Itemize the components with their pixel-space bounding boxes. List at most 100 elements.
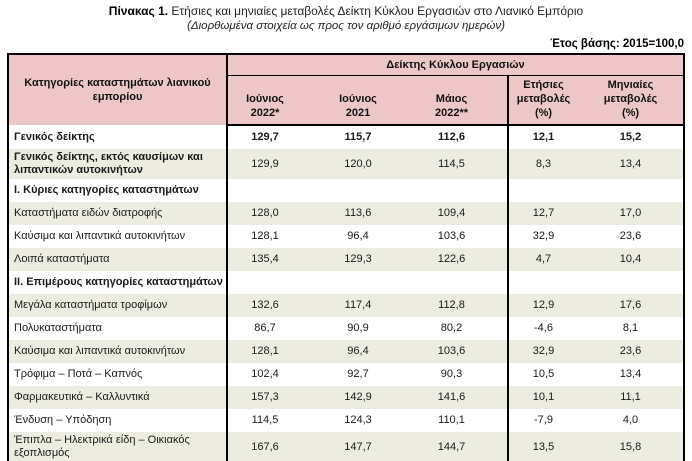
row-value: 10,4 — [619, 253, 642, 265]
column-header-june-2021: Ιούνιος 2021 — [320, 75, 414, 126]
row-value: 32,9 — [532, 230, 555, 242]
row-label: Καταστήματα ειδών διατροφής — [8, 202, 228, 225]
row-value: 80,2 — [414, 317, 509, 340]
row-value — [227, 179, 320, 202]
row-label: Πολυκαταστήματα — [8, 317, 228, 340]
row-label: Γενικός δείκτης — [8, 125, 228, 149]
row-value: 114,5 — [414, 149, 509, 179]
row-value: 114,5 — [251, 414, 279, 426]
table-row: Μεγάλα καταστήματα τροφίμων 132,6 117,4 112… — [8, 294, 684, 317]
row-value: 11,1 — [620, 391, 641, 403]
row-value: 90,9 — [347, 322, 369, 334]
row-label: Γενικός δείκτης, εκτός καυσίμων και λιπα… — [8, 149, 228, 179]
row-value: 86,7 — [254, 322, 276, 334]
row-value: 124,3 — [344, 414, 372, 426]
table-header: Κατηγορίες καταστημάτων λιανικού εμπορίο… — [8, 54, 684, 126]
base-year-note: Έτος βάσης: 2015=100,0 — [550, 38, 684, 50]
row-value: 10,5 — [532, 368, 555, 380]
row-value: 23,6 — [619, 230, 642, 242]
row-value: -4,6 — [534, 322, 553, 334]
row-label: Λοιπά καταστήματα — [8, 248, 228, 271]
row-value: 12,7 — [532, 207, 555, 219]
table-row: Λοιπά καταστήματα 135,4 129,3 122,6 4,7 10,4 — [8, 248, 684, 271]
row-value: 103,6 — [414, 340, 509, 363]
row-value: 110,1 — [414, 409, 509, 432]
row-value: 103,6 — [414, 225, 509, 248]
row-value: 129,3 — [344, 253, 372, 265]
row-value: 102,4 — [251, 368, 279, 380]
row-value — [414, 271, 509, 294]
row-label: Έπιπλα – Ηλεκτρικά είδη – Οικιακός εξοπλ… — [8, 432, 228, 461]
row-value: 128,0 — [251, 207, 279, 219]
row-label: Ένδυση – Υπόδηση — [8, 409, 228, 432]
row-value: 13,4 — [619, 368, 642, 380]
table-subtitle: (Διορθωμένα στοιχεία ως προς τον αριθμό … — [187, 20, 505, 32]
row-label: Καύσιμα και λιπαντικά αυτοκινήτων — [8, 225, 228, 248]
row-value: 112,6 — [414, 125, 509, 149]
section-row: ΙΙ. Επιμέρους κατηγορίες καταστημάτων — [8, 271, 684, 294]
row-value: 135,4 — [251, 253, 279, 265]
row-value: 10,1 — [532, 391, 555, 403]
row-value: 147,7 — [344, 440, 372, 453]
row-value: 109,4 — [414, 202, 509, 225]
row-label: ΙΙ. Επιμέρους κατηγορίες καταστημάτων — [8, 271, 228, 294]
row-value: 17,6 — [619, 299, 642, 311]
row-value: 15,2 — [619, 131, 642, 143]
row-value: 115,7 — [344, 131, 372, 143]
table-row: Πολυκαταστήματα 86,7 90,9 80,2 -4,6 8,1 — [8, 317, 684, 340]
title-block: Πίνακας 1. Ετήσιες και μηνιαίες μεταβολέ… — [16, 0, 676, 33]
row-value: 90,3 — [414, 363, 509, 386]
column-header-annual-change: Ετήσιες μεταβολές (%) — [507, 75, 596, 126]
table-row: Έπιπλα – Ηλεκτρικά είδη – Οικιακός εξοπλ… — [8, 432, 684, 461]
row-label: Μεγάλα καταστήματα τροφίμων — [8, 294, 228, 317]
row-value: 117,4 — [344, 299, 372, 311]
table-row: Γενικός δείκτης, εκτός καυσίμων και λιπα… — [8, 149, 684, 179]
row-value: 96,4 — [347, 230, 369, 242]
row-value: 8,1 — [622, 322, 639, 334]
row-value — [596, 179, 684, 202]
table-title: Πίνακας 1. Ετήσιες και μηνιαίες μεταβολέ… — [16, 4, 676, 19]
row-value: 141,6 — [414, 386, 509, 409]
row-value — [596, 271, 684, 294]
row-value: 12,9 — [532, 299, 555, 311]
table-row: Καύσιμα και λιπαντικά αυτοκινήτων 128,1 96… — [8, 225, 684, 248]
table-row: Τρόφιμα – Ποτά – Καπνός 102,4 92,7 90,3 10,5… — [8, 363, 684, 386]
group-header-turnover-index: Δείκτης Κύκλου Εργασιών — [227, 54, 684, 76]
section-row: Ι. Κύριες κατηγορίες καταστημάτων — [8, 179, 684, 202]
table-row: Καταστήματα ειδών διατροφής 128,0 113,6 109… — [8, 202, 684, 225]
table-row: Φαρμακευτικά – Καλλυντικά 157,3 142,9 141,6… — [8, 386, 684, 409]
row-value: 144,7 — [414, 432, 509, 461]
table-row: Καύσιμα και λιπαντικά αυτοκινήτων 128,1 96… — [8, 340, 684, 363]
row-value: 13,4 — [619, 157, 642, 170]
row-value: 96,4 — [347, 345, 369, 357]
row-label: Φαρμακευτικά – Καλλυντικά — [8, 386, 228, 409]
row-value: 128,1 — [251, 345, 279, 357]
row-value: 112,8 — [414, 294, 509, 317]
table-title-prefix: Πίνακας 1. — [108, 4, 169, 18]
row-value: 132,6 — [251, 299, 279, 311]
table-row: Ένδυση – Υπόδηση 114,5 124,3 110,1 -7,9 4,0 — [8, 409, 684, 432]
row-value: 120,0 — [344, 157, 372, 170]
row-value: 142,9 — [344, 391, 372, 403]
column-header-categories: Κατηγορίες καταστημάτων λιανικού εμπορίο… — [8, 54, 228, 125]
row-value: 129,7 — [251, 131, 279, 143]
table-body: Γενικός δείκτης 129,7 115,7 112,6 12,1 15,2 Γε… — [8, 125, 684, 461]
column-header-june-2022: Ιούνιος 2022* — [227, 75, 320, 126]
row-value — [320, 271, 414, 294]
row-value — [227, 271, 320, 294]
row-value: 15,8 — [619, 440, 642, 453]
row-value: 8,3 — [535, 157, 552, 170]
row-value: 12,1 — [532, 131, 555, 143]
row-value — [414, 179, 509, 202]
row-label: Καύσιμα και λιπαντικά αυτοκινήτων — [8, 340, 228, 363]
row-value: 32,9 — [532, 345, 555, 357]
row-value: 113,6 — [344, 207, 372, 219]
row-label: Τρόφιμα – Ποτά – Καπνός — [8, 363, 228, 386]
row-value: 167,6 — [251, 440, 279, 453]
row-value: 129,9 — [251, 157, 279, 170]
row-value — [320, 179, 414, 202]
row-value — [508, 179, 596, 202]
row-value: 157,3 — [251, 391, 279, 403]
row-value: 13,5 — [532, 440, 555, 453]
